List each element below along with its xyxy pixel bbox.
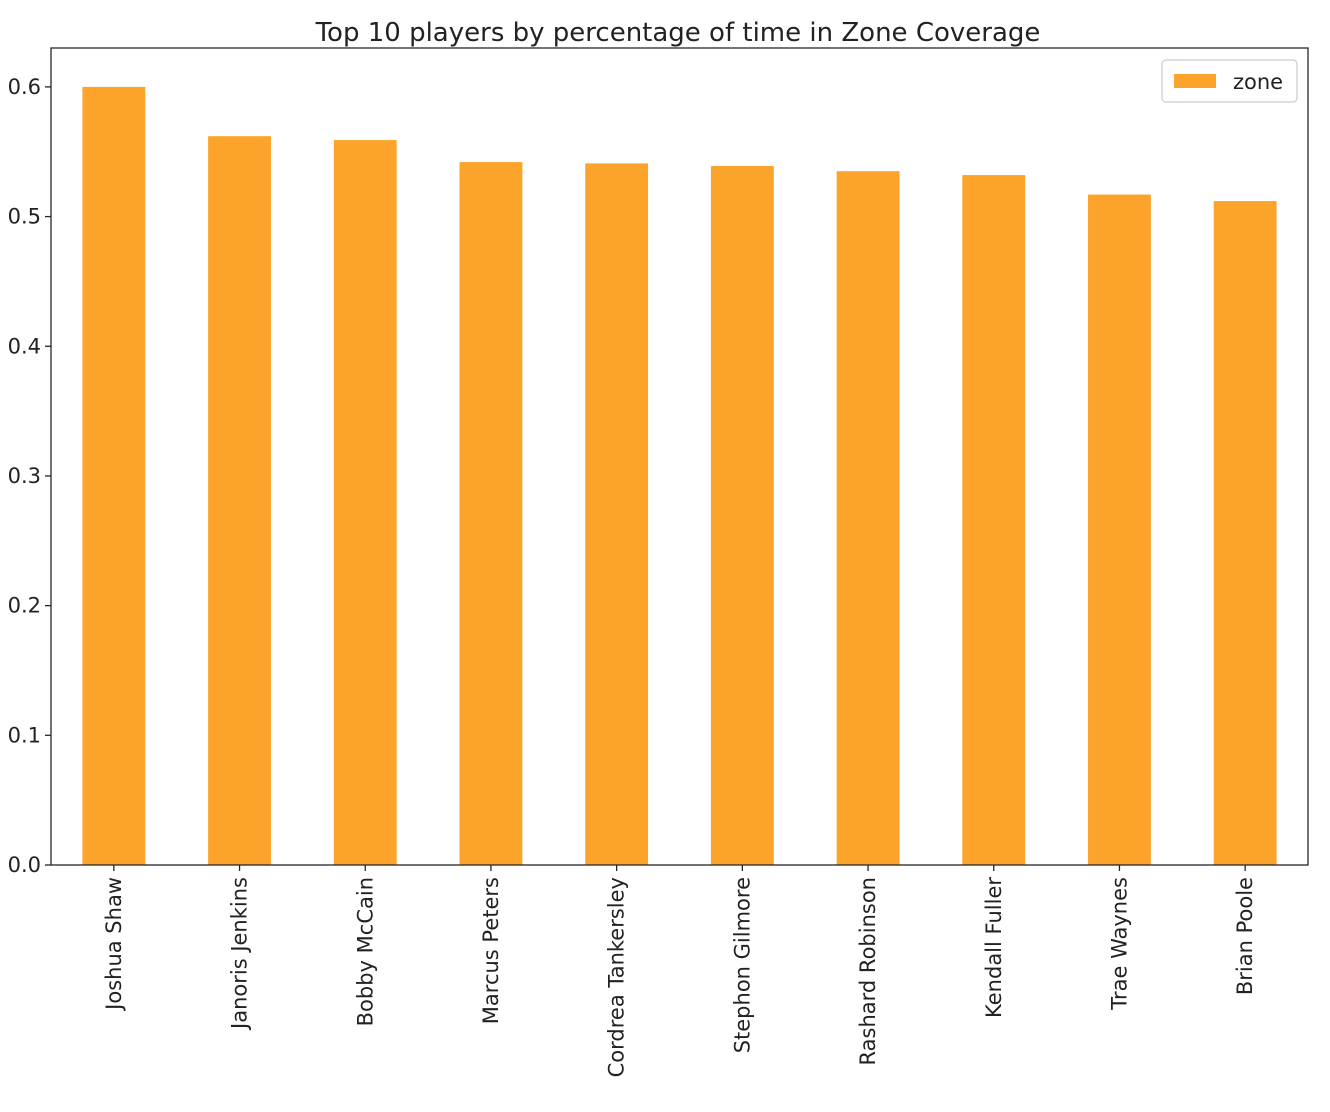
plot-frame <box>50 47 1309 866</box>
x-tick-label: Cordrea Tankersley <box>605 877 629 1077</box>
chart-title: Top 10 players by percentage of time in … <box>315 18 1041 48</box>
bar-1 <box>208 136 271 865</box>
bar-2 <box>333 140 397 865</box>
legend-swatch-zone <box>1174 74 1216 88</box>
bar-0 <box>82 86 146 865</box>
bar-9 <box>1213 201 1277 865</box>
x-tick-label: Bobby McCain <box>353 877 377 1026</box>
y-axis: 0.0 0.1 0.2 0.3 0.4 0.5 0.6 <box>8 75 51 877</box>
bar-8 <box>1088 194 1151 866</box>
legend-label-zone: zone <box>1233 70 1283 94</box>
y-tick-label: 0.5 <box>8 205 41 229</box>
x-tick-label: Joshua Shaw <box>102 877 126 1012</box>
x-axis: Joshua Shaw Janoris Jenkins Bobby McCain Ma… <box>102 865 1257 1077</box>
y-tick-label: 0.4 <box>8 334 41 358</box>
y-tick-label: 0.2 <box>8 594 41 618</box>
x-tick-label: Janoris Jenkins <box>228 877 252 1031</box>
legend-box <box>1161 59 1298 103</box>
legend: zone <box>1161 59 1298 103</box>
y-tick-label: 0.0 <box>8 853 41 877</box>
bars-layer <box>82 86 1277 866</box>
bar-4 <box>585 163 649 866</box>
bar-6 <box>836 171 900 865</box>
x-tick-label: Brian Poole <box>1233 877 1257 995</box>
bar-3 <box>459 162 523 865</box>
bar-7 <box>962 175 1026 866</box>
x-tick-label: Stephon Gilmore <box>730 877 754 1053</box>
y-tick-label: 0.3 <box>8 464 41 488</box>
y-tick-label: 0.1 <box>8 723 41 747</box>
x-tick-label: Trae Waynes <box>1107 877 1131 1011</box>
y-tick-label: 0.6 <box>8 75 41 99</box>
x-tick-label: Kendall Fuller <box>982 877 1006 1018</box>
x-tick-label: Marcus Peters <box>479 877 503 1024</box>
bar-5 <box>710 166 774 865</box>
x-tick-label: Rashard Robinson <box>856 877 880 1065</box>
